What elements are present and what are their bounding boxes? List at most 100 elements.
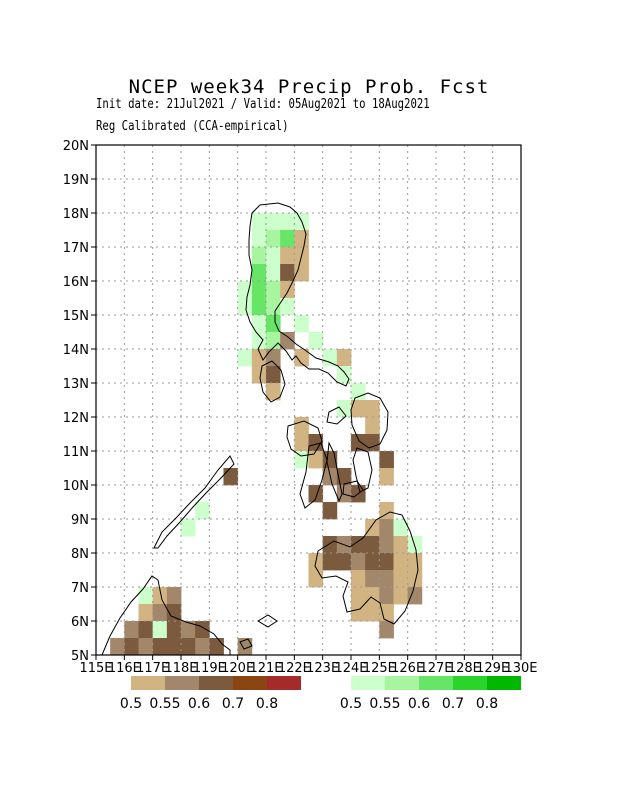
legend-swatch: [267, 676, 301, 690]
prob-cell: [280, 230, 295, 248]
latitude-labels: 5N 6N 7N 8N 9N 10N 11N 12N 13N 14N 15N 16N 17N 18N 19N…: [63, 139, 96, 664]
lat-label: 19N: [63, 173, 89, 188]
legend-label: 0.5: [340, 696, 362, 712]
prob-cell: [336, 553, 352, 571]
lon-label: 130E: [504, 661, 537, 676]
lon-label: 115E: [79, 661, 112, 676]
prob-cell: [365, 570, 380, 588]
prob-cell: [294, 230, 309, 248]
lat-label: 8N: [71, 547, 89, 562]
legend-swatch: [453, 676, 487, 690]
prob-cell: [251, 213, 267, 231]
prob-cell: [181, 638, 196, 656]
prob-cell: [393, 519, 409, 537]
prob-cell: [266, 383, 281, 401]
prob-cell: [251, 332, 267, 350]
legend-label: 0.55: [369, 696, 400, 712]
prob-cell: [266, 281, 281, 299]
prob-cell: [294, 417, 309, 435]
lon-label: 123E: [306, 661, 339, 676]
lat-label: 15N: [63, 309, 89, 324]
lat-label: 17N: [63, 241, 89, 256]
prob-cell: [308, 434, 324, 452]
prob-cell: [294, 434, 309, 452]
lon-label: 120E: [221, 661, 254, 676]
legend-label: 0.5: [120, 696, 142, 712]
prob-cell: [266, 213, 281, 231]
prob-cell: [379, 468, 394, 486]
prob-cell: [365, 434, 380, 452]
legend-label: 0.6: [188, 696, 210, 712]
prob-cell: [266, 366, 281, 384]
prob-cell: [251, 298, 267, 316]
legend-swatch: [487, 676, 521, 690]
prob-cell: [336, 400, 352, 418]
lon-label: 125E: [363, 661, 396, 676]
prob-cell: [152, 587, 168, 605]
lon-label: 117E: [136, 661, 169, 676]
lon-label: 118E: [164, 661, 197, 676]
prob-cell: [124, 621, 139, 639]
map-frame: [95, 144, 522, 656]
lon-label: 128E: [448, 661, 481, 676]
coastline-mindoro: [259, 360, 286, 403]
legend-swatch: [385, 676, 419, 690]
legend-swatch: [165, 676, 199, 690]
legend-wet-above-normal: 0.5 0.55 0.6 0.7 0.8: [340, 676, 521, 712]
prob-cell: [138, 621, 154, 639]
lon-label: 124E: [334, 661, 367, 676]
prob-cell: [181, 519, 196, 537]
legend-label: 0.8: [256, 696, 278, 712]
prob-cell: [365, 536, 380, 554]
prob-cell: [351, 400, 366, 418]
prob-cell: [322, 502, 338, 520]
lon-label: 129E: [476, 661, 509, 676]
prob-cell: [294, 315, 309, 333]
prob-cell: [365, 417, 380, 435]
prob-cell: [322, 349, 338, 367]
coastline-samar: [350, 392, 389, 449]
prob-cell: [407, 570, 423, 588]
prob-cell: [393, 570, 409, 588]
prob-cell: [379, 553, 394, 571]
prob-cell: [407, 553, 423, 571]
coastline-luzon: [245, 202, 350, 387]
legend-swatch: [419, 676, 453, 690]
map-title: NCEP week34 Precip Prob. Fcst: [128, 76, 490, 98]
legend-label: 0.6: [408, 696, 430, 712]
prob-cell: [166, 604, 182, 622]
lon-label: 121E: [249, 661, 282, 676]
prob-cell: [322, 553, 338, 571]
prob-cell: [138, 587, 154, 605]
prob-cell: [379, 587, 394, 605]
lat-label: 18N: [63, 207, 89, 222]
method-subtitle: Reg Calibrated (CCA-empirical): [96, 119, 289, 134]
prob-cell: [251, 349, 267, 367]
legend-label: 0.7: [222, 696, 244, 712]
prob-cell: [209, 638, 224, 656]
prob-cell: [393, 536, 409, 554]
prob-cell: [379, 502, 394, 520]
prob-cell: [280, 247, 295, 265]
prob-cell: [237, 349, 253, 367]
prob-cell: [308, 570, 324, 588]
prob-cell: [280, 264, 295, 282]
prob-cell: [407, 536, 423, 554]
prob-cell: [266, 230, 281, 248]
prob-cell: [251, 315, 267, 333]
prob-cell: [407, 587, 423, 605]
prob-cell: [266, 247, 281, 265]
lat-label: 11N: [63, 445, 89, 460]
prob-cell: [308, 332, 324, 350]
prob-cell: [223, 468, 239, 486]
lon-label: 126E: [391, 661, 424, 676]
prob-cell: [351, 434, 366, 452]
coastline-negros: [299, 442, 328, 509]
lat-label: 7N: [71, 581, 89, 596]
prob-cell: [336, 349, 352, 367]
coastline-palawan: [153, 455, 235, 549]
longitude-labels: 115E116E117E118E119E120E121E122E123E124E…: [79, 655, 538, 676]
lat-label: 5N: [71, 649, 89, 664]
prob-cell: [152, 621, 168, 639]
